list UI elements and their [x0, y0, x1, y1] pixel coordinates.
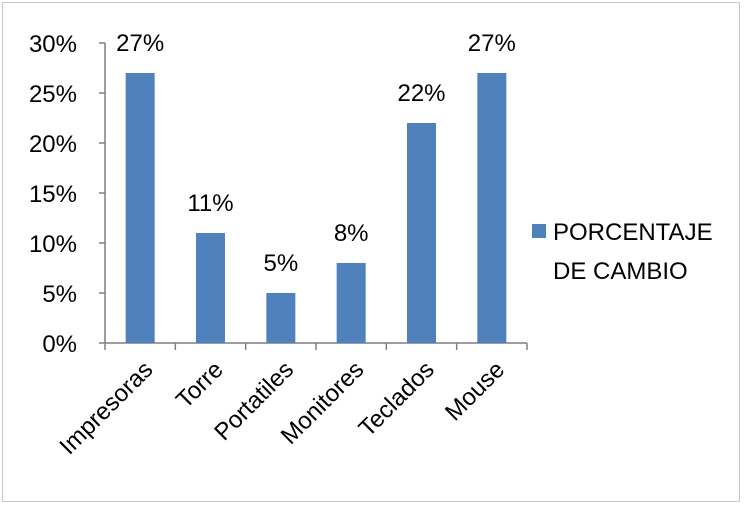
legend-swatch [532, 224, 546, 238]
category-label-impresoras: Impresoras [54, 356, 158, 460]
data-labels: 27% 11% 5% 8% 22% 27% [116, 30, 516, 277]
data-label-torre: 11% [187, 190, 233, 217]
data-label-impresoras: 27% [116, 30, 164, 57]
bar-portatiles [266, 293, 296, 343]
legend-label-line-1: PORCENTAJE [553, 219, 713, 246]
y-tick-label: 20% [29, 131, 77, 158]
legend-label-line-2: DE CAMBIO [553, 258, 688, 285]
y-tick-label: 10% [29, 231, 77, 258]
data-label-teclados: 22% [397, 80, 445, 107]
legend: PORCENTAJE DE CAMBIO [532, 219, 713, 285]
y-tick-label: 25% [29, 81, 77, 108]
axes [104, 43, 527, 344]
bars [125, 73, 507, 343]
data-label-monitores: 8% [334, 220, 369, 247]
bar-teclados [407, 123, 436, 343]
category-labels: Impresoras TorrePortatilesMonitoresTeclad… [54, 356, 510, 460]
category-label-teclados: Teclados [354, 356, 440, 442]
bar-monitores [336, 263, 366, 343]
data-label-portatiles: 5% [263, 250, 298, 277]
category-label-mouse: Mouse [440, 356, 510, 426]
y-tick-label: 15% [29, 181, 77, 208]
bar-mouse [477, 73, 507, 343]
y-tick-label: 0% [42, 331, 77, 358]
y-tick-label: 5% [42, 281, 77, 308]
y-ticks: 0% 5% 10% 15% 20% 25% 30% [29, 31, 105, 358]
y-tick-label: 30% [29, 31, 77, 58]
category-label-torre: Torre [171, 356, 229, 414]
data-label-mouse: 27% [468, 30, 516, 57]
bar-impresoras [125, 73, 155, 343]
bar-torre [196, 233, 225, 343]
x-ticks [104, 343, 528, 350]
